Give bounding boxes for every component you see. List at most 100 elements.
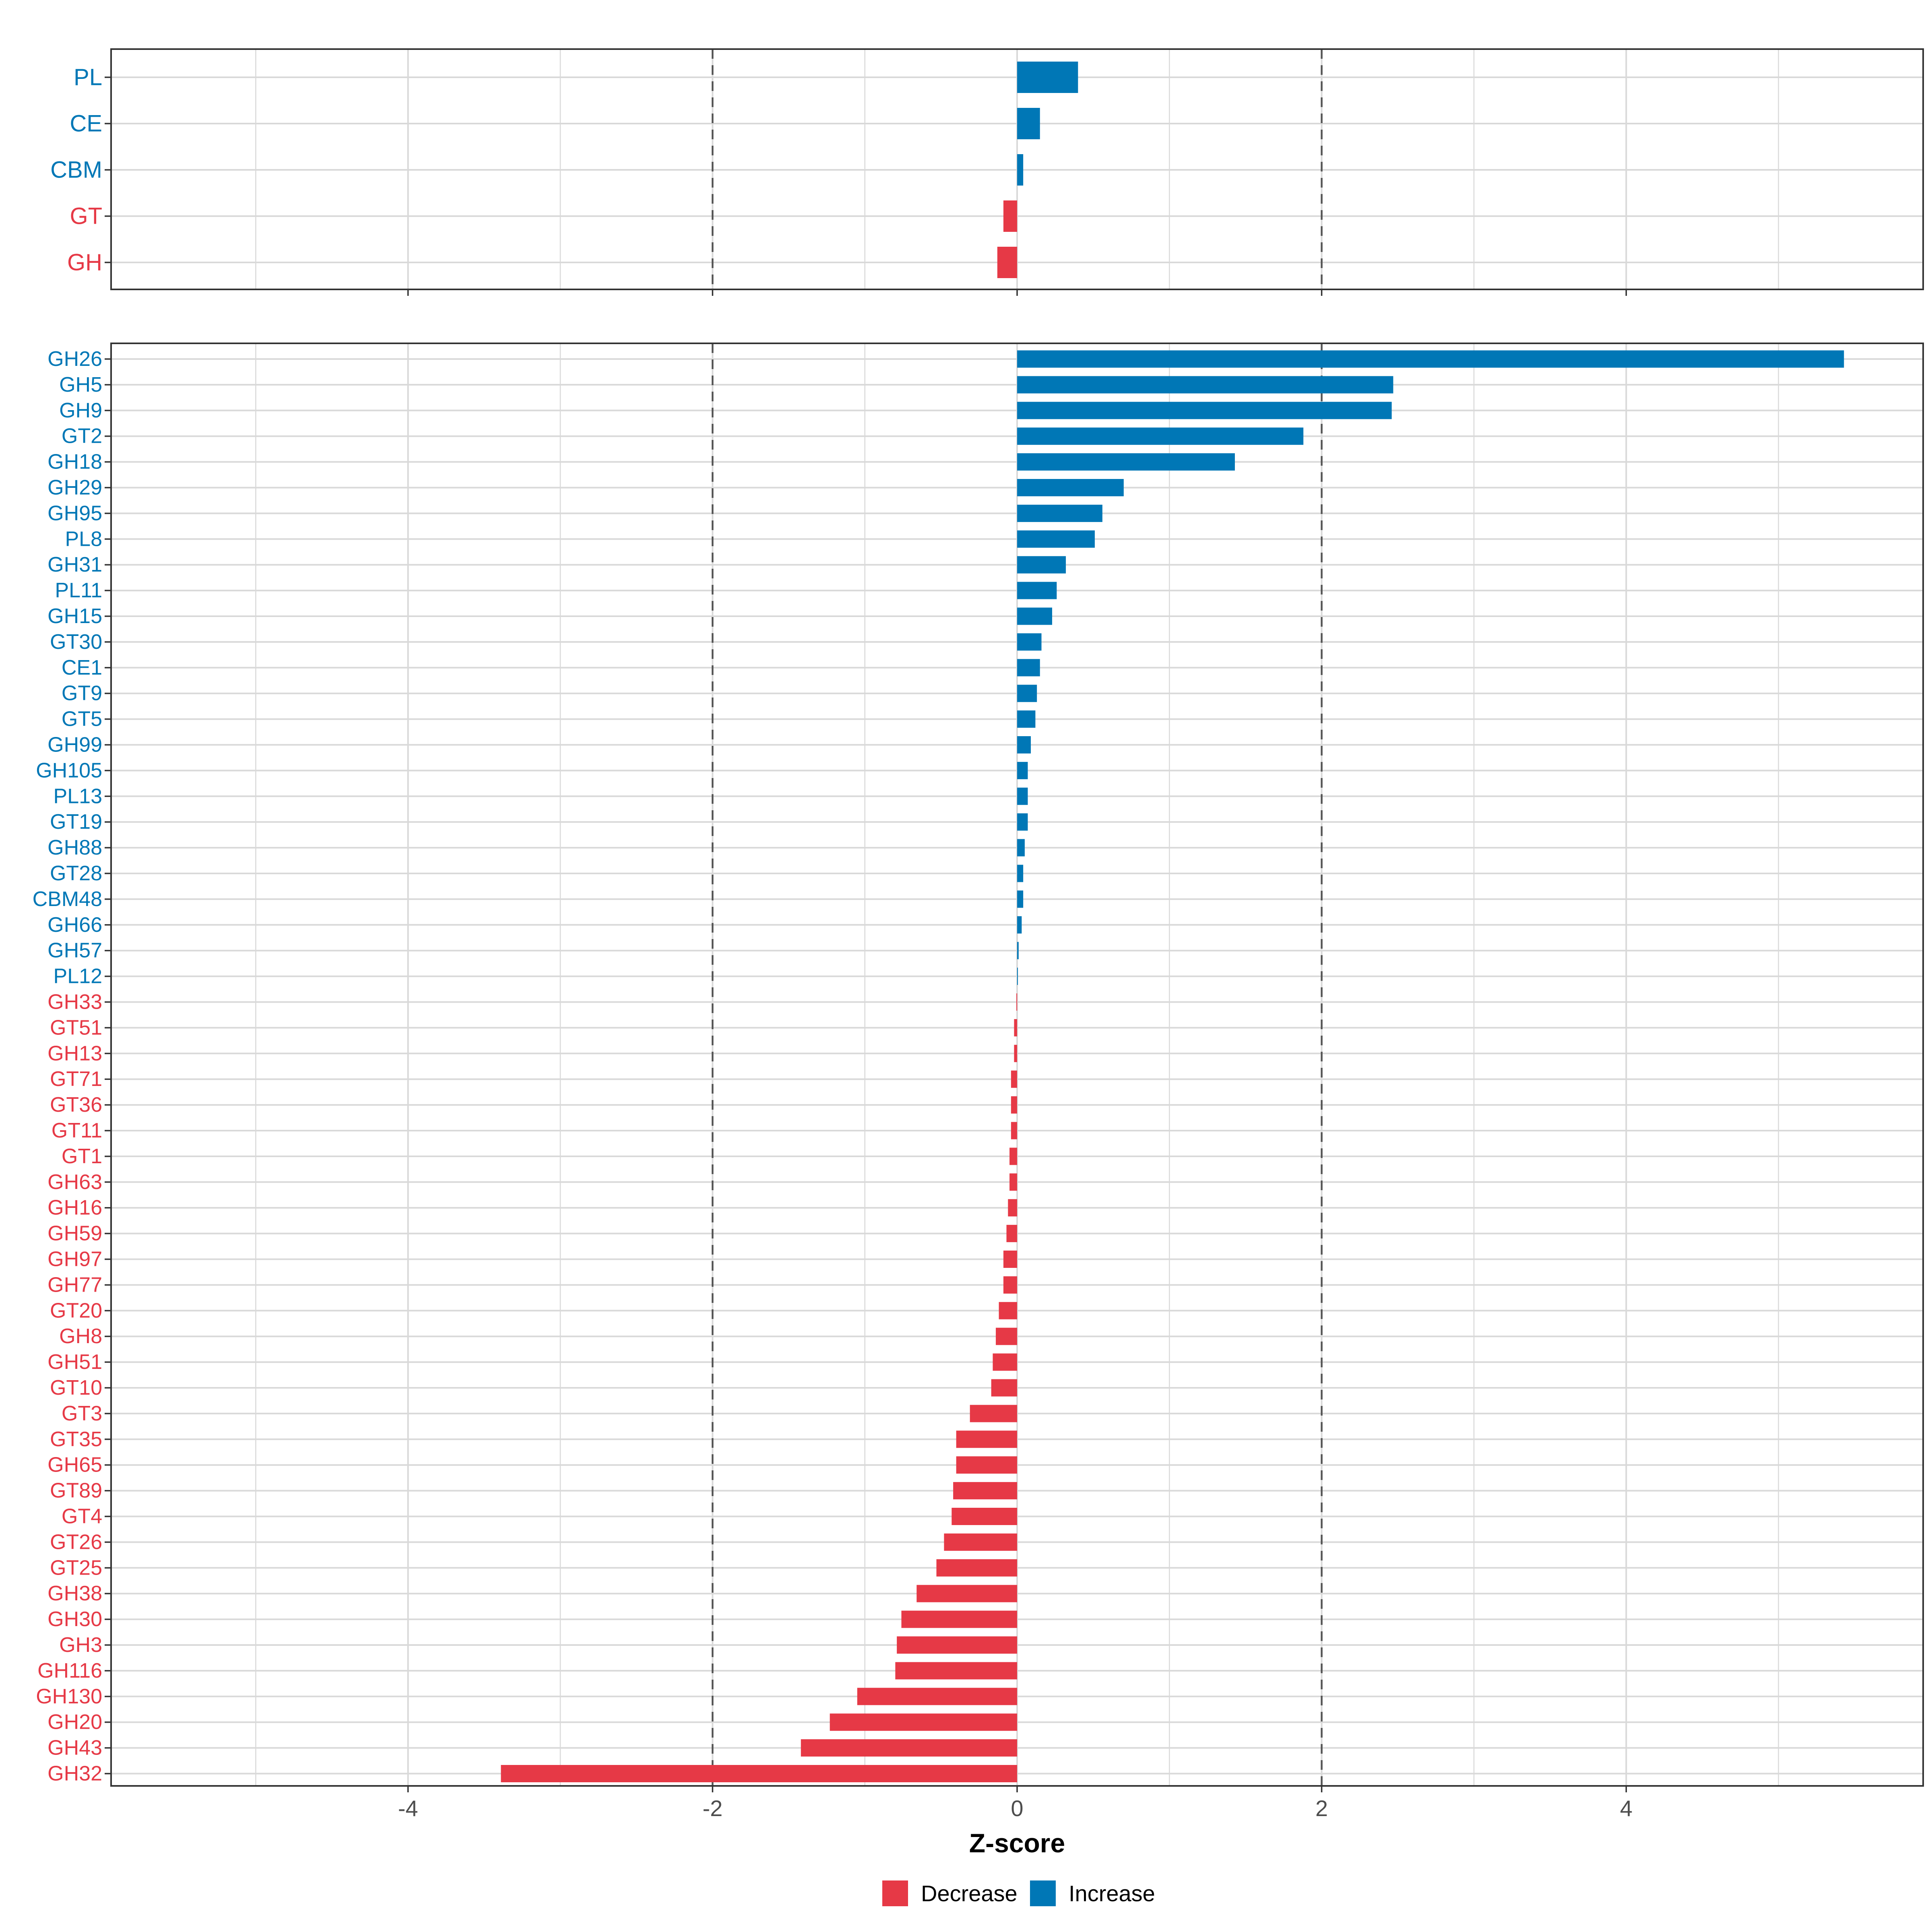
bar-gt11 [1011, 1122, 1017, 1139]
x-tick-label: 4 [1620, 1796, 1633, 1821]
bar-gh9 [1017, 402, 1392, 419]
category-label-gt11: GT11 [52, 1119, 102, 1142]
category-label-gt3: GT3 [62, 1402, 102, 1425]
bar-ce1 [1017, 659, 1040, 677]
bar-gh65 [956, 1456, 1017, 1474]
category-label-gt: GT [70, 203, 102, 229]
bar-gh20 [830, 1713, 1017, 1731]
bar-gt19 [1017, 813, 1028, 831]
category-label-pl8: PL8 [65, 527, 102, 551]
category-label-gh38: GH38 [47, 1582, 102, 1605]
category-label-gh66: GH66 [47, 913, 102, 937]
bar-gh18 [1017, 453, 1235, 471]
bar-pl11 [1017, 582, 1057, 599]
bar-cbm [1017, 154, 1024, 186]
x-tick-label: 0 [1011, 1796, 1023, 1821]
category-label-gh18: GH18 [47, 450, 102, 474]
category-label-gt28: GT28 [50, 862, 102, 885]
category-label-gt25: GT25 [50, 1556, 102, 1579]
bar-pl12 [1017, 968, 1018, 985]
bar-gh116 [895, 1662, 1017, 1680]
bar-gt71 [1011, 1070, 1017, 1088]
bar-gh99 [1017, 736, 1031, 753]
bar-gh15 [1017, 607, 1053, 625]
category-label-gt1: GT1 [62, 1145, 102, 1168]
category-label-gh: GH [67, 250, 102, 276]
category-label-gh57: GH57 [47, 939, 102, 962]
bar-gh97 [1003, 1251, 1017, 1268]
bar-gh [997, 247, 1017, 278]
legend: Decrease Increase [882, 1880, 1155, 1906]
bar-gh13 [1014, 1044, 1017, 1062]
bar-gh95 [1017, 504, 1102, 522]
bar-gt [1003, 200, 1017, 232]
bar-gh16 [1008, 1199, 1017, 1217]
legend-swatch-increase [1030, 1880, 1056, 1906]
bar-gh38 [916, 1585, 1017, 1602]
category-label-gh31: GH31 [47, 553, 102, 576]
category-label-gh30: GH30 [47, 1608, 102, 1631]
x-tick-label: -4 [398, 1796, 418, 1821]
category-label-gt51: GT51 [50, 1016, 102, 1039]
category-label-gt2: GT2 [62, 425, 102, 448]
bar-ce [1017, 108, 1040, 139]
bar-gt4 [952, 1508, 1017, 1525]
category-label-gh97: GH97 [47, 1248, 102, 1271]
category-label-pl12: PL12 [54, 965, 102, 988]
category-label-gh99: GH99 [47, 733, 102, 757]
bar-gt35 [956, 1430, 1017, 1448]
category-label-ce: CE [70, 111, 102, 137]
category-label-gt30: GT30 [50, 630, 102, 654]
category-label-cbm48: CBM48 [33, 888, 102, 911]
category-label-gt4: GT4 [62, 1505, 102, 1528]
bar-gh31 [1017, 556, 1066, 574]
category-label-pl11: PL11 [55, 579, 102, 602]
category-label-gt5: GT5 [62, 708, 102, 731]
bar-gt2 [1017, 427, 1304, 445]
category-label-gh16: GH16 [47, 1196, 102, 1220]
bar-gh29 [1017, 479, 1124, 496]
category-label-gh13: GH13 [47, 1042, 102, 1065]
bar-gt5 [1017, 710, 1036, 728]
category-label-gh65: GH65 [47, 1453, 102, 1477]
bar-cbm48 [1017, 890, 1024, 908]
bar-gt36 [1011, 1096, 1017, 1114]
bar-gt30 [1017, 633, 1042, 651]
bar-gt9 [1017, 685, 1037, 702]
x-tick-label: 2 [1315, 1796, 1328, 1821]
category-label-gh5: GH5 [59, 373, 102, 396]
bar-gh33 [1016, 993, 1018, 1011]
bar-gt1 [1009, 1148, 1017, 1165]
bar-gh88 [1017, 839, 1025, 857]
category-label-gh26: GH26 [47, 347, 102, 371]
bar-gh3 [897, 1636, 1017, 1654]
category-label-gh51: GH51 [47, 1350, 102, 1374]
category-label-pl: PL [74, 64, 102, 91]
category-label-gh3: GH3 [59, 1633, 102, 1657]
category-label-cbm: CBM [50, 157, 102, 183]
category-label-gh29: GH29 [47, 476, 102, 500]
panel-border [110, 48, 1924, 290]
bar-gt89 [953, 1482, 1017, 1500]
category-label-gt9: GT9 [62, 682, 102, 705]
category-label-gh130: GH130 [36, 1685, 102, 1708]
x-axis: -4 -2 0 2 4 [398, 1796, 1633, 1821]
bar-gt10 [991, 1379, 1017, 1397]
bar-pl13 [1017, 787, 1028, 805]
category-label-gh95: GH95 [47, 502, 102, 525]
category-label-pl13: PL13 [54, 784, 102, 808]
category-label-gt71: GT71 [50, 1067, 102, 1091]
bar-gh130 [857, 1688, 1017, 1705]
category-label-gh9: GH9 [59, 399, 102, 422]
bar-gt3 [970, 1405, 1017, 1422]
category-label-gt26: GT26 [50, 1530, 102, 1554]
category-label-gt10: GT10 [50, 1376, 102, 1399]
bar-gh63 [1009, 1173, 1017, 1191]
x-tick-label: -2 [702, 1796, 722, 1821]
panel-border [110, 343, 1924, 1787]
bar-gh8 [996, 1327, 1017, 1345]
category-label-gt89: GT89 [50, 1479, 102, 1503]
bar-gh32 [501, 1765, 1017, 1782]
category-label-gt19: GT19 [50, 810, 102, 834]
